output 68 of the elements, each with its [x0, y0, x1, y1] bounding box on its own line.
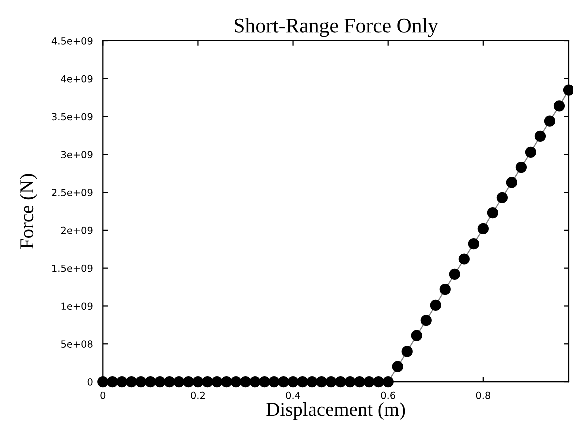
y-tick-label: 1.5e+09 [52, 264, 93, 272]
y-tick-label: 3e+09 [61, 151, 93, 159]
point [344, 376, 356, 388]
y-tick-label: 2.5e+09 [52, 189, 93, 196]
point [136, 376, 147, 388]
point [154, 376, 166, 388]
point [145, 376, 156, 388]
point [107, 376, 118, 388]
point [116, 376, 128, 388]
point [430, 300, 442, 312]
point [230, 376, 242, 388]
point [468, 238, 480, 250]
point [297, 376, 308, 388]
point [516, 162, 528, 174]
point [250, 376, 261, 388]
x-tick-label: 0.6 [381, 392, 396, 400]
y-tick-label: 0 [88, 378, 93, 386]
y-tick-label: 5e+08 [61, 340, 93, 348]
point [335, 376, 346, 388]
point [326, 376, 337, 388]
point [440, 284, 451, 296]
y-tick-label: 4e+09 [61, 75, 93, 83]
point [174, 376, 185, 388]
point [449, 268, 460, 280]
point [306, 376, 318, 388]
point [268, 376, 280, 388]
point [506, 177, 518, 188]
y-tick-label: 3.5e+09 [52, 113, 93, 121]
x-tick-label: 0 [100, 392, 106, 400]
point [382, 376, 394, 388]
point [544, 116, 556, 127]
point [411, 330, 422, 342]
point [554, 100, 566, 112]
point [373, 376, 384, 388]
y-tick-label: 2e+09 [61, 226, 93, 234]
point [392, 361, 404, 372]
point [458, 254, 470, 265]
point [183, 376, 194, 388]
point [202, 376, 214, 388]
point [259, 376, 270, 388]
point [126, 376, 138, 388]
point [354, 376, 366, 388]
x-tick-label: 0.4 [286, 392, 300, 400]
point [240, 376, 252, 388]
point [534, 130, 546, 142]
point [212, 376, 223, 388]
point [402, 346, 413, 358]
x-tick-label: 0.8 [476, 392, 490, 400]
point [221, 376, 232, 388]
point [288, 376, 299, 388]
point [278, 376, 290, 388]
y-tick-label: 1e+09 [62, 302, 93, 310]
point [98, 376, 109, 388]
point [364, 376, 375, 388]
point [420, 315, 432, 326]
point [525, 146, 537, 158]
x-axis-title: Displacement (m) [266, 402, 406, 420]
y-axis-title: Force (N) [20, 174, 38, 250]
point [192, 376, 204, 388]
point [496, 192, 508, 204]
point [478, 223, 489, 234]
point [563, 84, 573, 96]
y-tick-label: 4.5e+09 [52, 37, 93, 45]
point [316, 376, 328, 388]
point [164, 376, 176, 388]
chart-title: Short-Range Force Only [235, 18, 438, 38]
point [487, 207, 498, 219]
x-tick-label: 0.2 [191, 392, 205, 400]
